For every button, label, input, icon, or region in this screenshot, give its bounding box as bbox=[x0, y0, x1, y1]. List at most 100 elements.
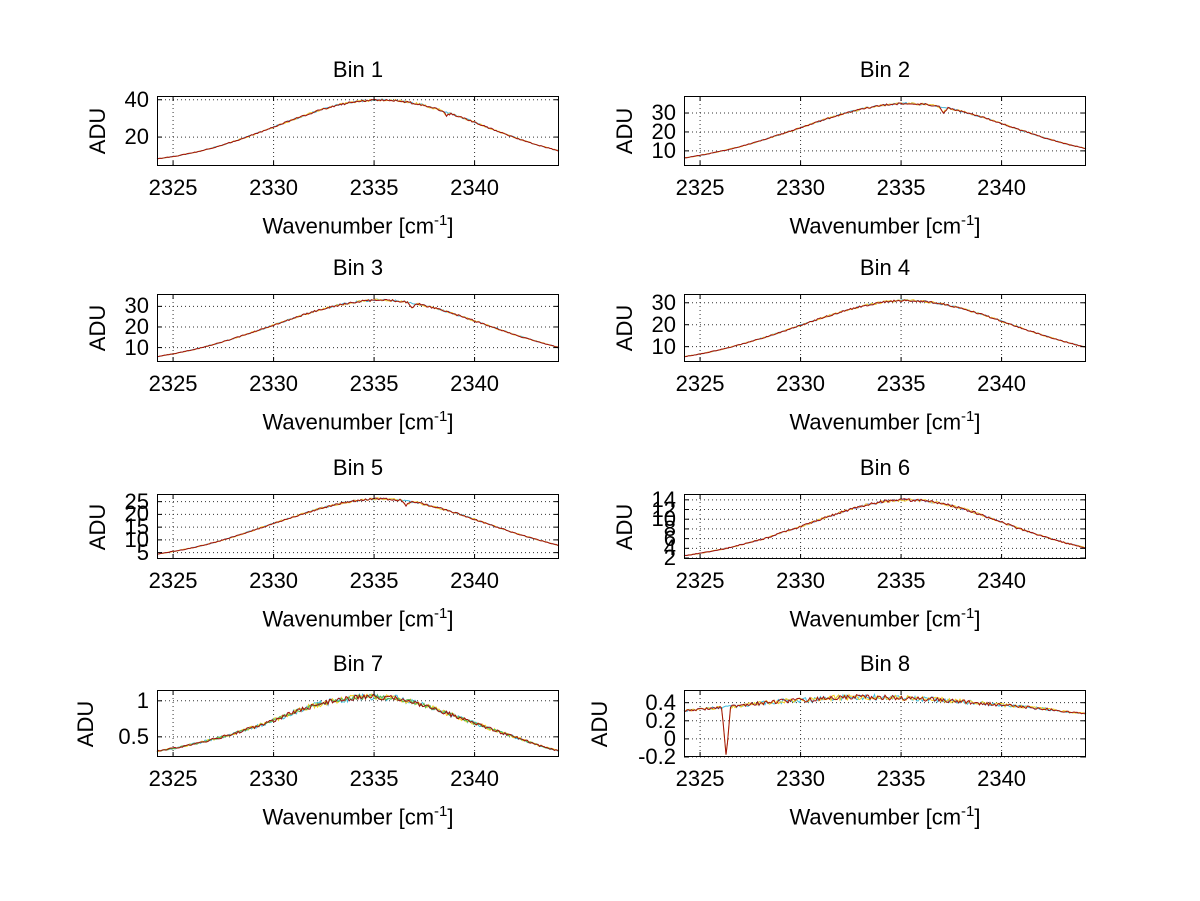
subplot-title: Bin 3 bbox=[332, 255, 384, 280]
scan-cyan-trace bbox=[156, 98, 560, 160]
x-tick-label: 2340 bbox=[450, 175, 500, 200]
y-tick-label: 10 bbox=[651, 333, 676, 359]
x-tick-label: 2335 bbox=[876, 568, 926, 593]
plot-area bbox=[683, 690, 1087, 758]
y-tick-label: 0.4 bbox=[645, 689, 676, 715]
scan-cyan-trace bbox=[156, 692, 560, 752]
subplot-title: Bin 4 bbox=[859, 255, 911, 280]
scan-yellow-trace bbox=[683, 102, 1087, 159]
x-tick-label: 2330 bbox=[776, 766, 826, 791]
x-axis-label: Wavenumber [cm-1] bbox=[262, 212, 454, 239]
scan-red-trace bbox=[683, 694, 1087, 755]
y-tick-label: 30 bbox=[124, 293, 149, 319]
y-tick-label: 8 bbox=[663, 515, 676, 541]
scan-red-trace bbox=[683, 498, 1087, 557]
y-axis-label: ADU bbox=[72, 700, 98, 747]
y-tick-label: 10 bbox=[124, 526, 149, 552]
scan-yellow-trace bbox=[156, 497, 560, 555]
x-axis-label: Wavenumber [cm-1] bbox=[789, 212, 981, 239]
x-tick-label: 2325 bbox=[148, 371, 198, 396]
scan-green-trace bbox=[156, 693, 560, 752]
x-tick-label: 2330 bbox=[776, 371, 826, 396]
x-tick-label: 2330 bbox=[249, 175, 299, 200]
plot-area bbox=[156, 294, 560, 362]
y-tick-label: 10 bbox=[124, 334, 149, 360]
scan-red-trace bbox=[156, 298, 560, 357]
y-tick-label: 20 bbox=[124, 124, 149, 150]
x-tick-label: 2325 bbox=[148, 175, 198, 200]
x-tick-label: 2340 bbox=[977, 766, 1027, 791]
x-tick-label: 2340 bbox=[977, 568, 1027, 593]
y-tick-label: 5 bbox=[136, 539, 149, 565]
scan-yellow-trace bbox=[156, 693, 560, 753]
x-tick-label: 2335 bbox=[876, 766, 926, 791]
scan-cyan-trace bbox=[683, 298, 1087, 358]
x-tick-label: 2340 bbox=[450, 371, 500, 396]
subplot-title: Bin 7 bbox=[332, 651, 384, 676]
y-tick-label: 10 bbox=[651, 506, 676, 532]
scan-cyan-trace bbox=[156, 497, 560, 555]
x-axis-label: Wavenumber [cm-1] bbox=[789, 408, 981, 435]
y-tick-label: 40 bbox=[124, 86, 149, 112]
scan-red-trace bbox=[156, 693, 560, 753]
y-axis-label: ADU bbox=[85, 107, 110, 155]
x-tick-label: 2340 bbox=[450, 766, 500, 791]
y-axis-label: ADU bbox=[612, 107, 637, 155]
y-tick-label: -0.2 bbox=[638, 744, 676, 769]
x-tick-label: 2330 bbox=[249, 371, 299, 396]
subplot-title: Bin 8 bbox=[859, 651, 911, 676]
scan-cyan-trace bbox=[683, 101, 1087, 159]
x-tick-label: 2330 bbox=[776, 175, 826, 200]
subplot-title: Bin 6 bbox=[859, 455, 911, 480]
x-axis-label: Wavenumber [cm-1] bbox=[262, 408, 454, 435]
scan-red-trace bbox=[683, 102, 1087, 159]
subplot-title: Bin 2 bbox=[859, 57, 911, 82]
y-tick-label: 20 bbox=[651, 118, 676, 144]
y-tick-label: 20 bbox=[124, 313, 149, 339]
x-axis-label: Wavenumber [cm-1] bbox=[262, 605, 454, 632]
scan-yellow-trace bbox=[683, 498, 1087, 557]
x-tick-label: 2335 bbox=[876, 175, 926, 200]
x-tick-label: 2335 bbox=[349, 175, 399, 200]
y-tick-label: 20 bbox=[651, 311, 676, 337]
scan-yellow-trace bbox=[683, 299, 1087, 358]
x-axis-label: Wavenumber [cm-1] bbox=[262, 803, 454, 830]
x-tick-label: 2335 bbox=[349, 568, 399, 593]
plot-area bbox=[683, 494, 1087, 559]
y-tick-label: 14 bbox=[651, 486, 676, 512]
x-tick-label: 2325 bbox=[148, 766, 198, 791]
plot-area bbox=[156, 96, 560, 166]
y-tick-label: 0 bbox=[663, 725, 676, 751]
x-tick-label: 2325 bbox=[675, 175, 725, 200]
y-tick-label: 2 bbox=[663, 545, 676, 571]
x-tick-label: 2325 bbox=[675, 766, 725, 791]
x-tick-label: 2335 bbox=[349, 766, 399, 791]
scan-red-trace bbox=[156, 98, 560, 160]
x-axis-label: Wavenumber [cm-1] bbox=[789, 803, 981, 830]
y-tick-label: 0.5 bbox=[118, 723, 149, 749]
x-tick-label: 2325 bbox=[675, 568, 725, 593]
x-tick-label: 2330 bbox=[249, 568, 299, 593]
x-tick-label: 2340 bbox=[977, 175, 1027, 200]
scan-yellow-trace bbox=[156, 98, 560, 160]
x-tick-label: 2330 bbox=[249, 766, 299, 791]
y-tick-label: 1 bbox=[136, 687, 149, 713]
x-tick-label: 2335 bbox=[876, 371, 926, 396]
x-axis-label: Wavenumber [cm-1] bbox=[789, 605, 981, 632]
x-tick-label: 2325 bbox=[148, 568, 198, 593]
scan-red-trace bbox=[683, 299, 1087, 358]
plot-area bbox=[683, 294, 1087, 362]
y-axis-label: ADU bbox=[85, 304, 110, 352]
y-tick-label: 10 bbox=[651, 137, 676, 163]
y-tick-label: 6 bbox=[663, 525, 676, 551]
y-tick-label: 25 bbox=[124, 488, 149, 514]
y-tick-label: 15 bbox=[124, 514, 149, 540]
scan-blue-trace bbox=[683, 498, 1087, 557]
x-tick-label: 2340 bbox=[450, 568, 500, 593]
x-tick-label: 2335 bbox=[349, 371, 399, 396]
x-tick-label: 2340 bbox=[977, 371, 1027, 396]
x-tick-label: 2330 bbox=[776, 568, 826, 593]
y-tick-label: 12 bbox=[651, 496, 676, 522]
y-tick-label: 20 bbox=[124, 501, 149, 527]
